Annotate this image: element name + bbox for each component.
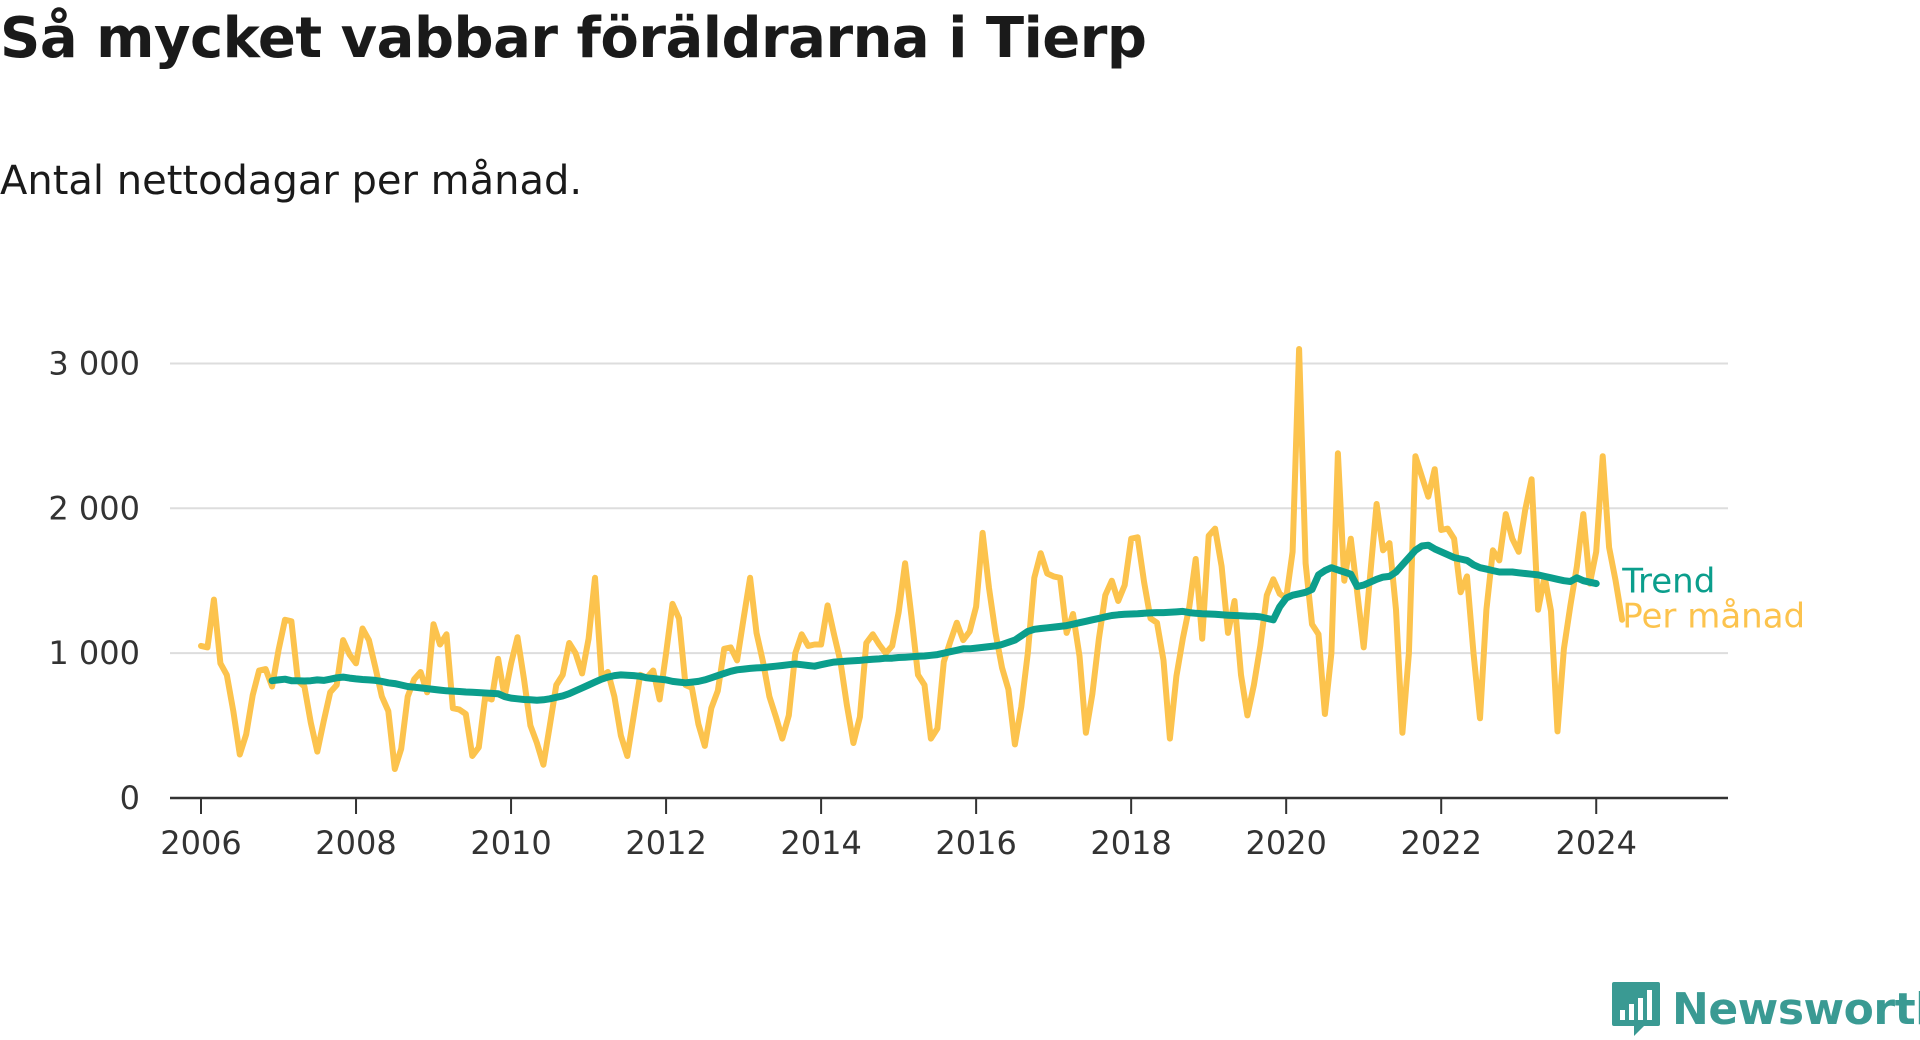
x-tick-label: 2020 (1245, 824, 1326, 862)
y-tick-label: 1 000 (48, 634, 140, 672)
trend-series-line (268, 541, 1600, 704)
x-tick-label: 2012 (625, 824, 706, 862)
x-tick-label: 2008 (315, 824, 396, 862)
x-tick-label: 2010 (470, 824, 551, 862)
x-tick-label: 2016 (935, 824, 1016, 862)
y-tick-label: 0 (120, 779, 140, 817)
newsworthy-brand: Newsworthy (1610, 980, 1920, 1038)
brand-name: Newsworthy (1672, 983, 1920, 1035)
x-tick-label: 2014 (780, 824, 861, 862)
x-tick-label: 2006 (160, 824, 241, 862)
chart-title: Så mycket vabbar föräldrarna i Tierp (0, 6, 1147, 71)
x-tick-label: 2024 (1556, 824, 1637, 862)
legend-label-trend: Trend (1621, 562, 1715, 602)
chart-subtitle: Antal nettodagar per månad. (0, 158, 583, 204)
per-month-series-line (198, 346, 1626, 772)
newsworthy-logo-icon (1612, 982, 1660, 1036)
y-tick-label: 3 000 (48, 344, 140, 382)
x-tick-label: 2018 (1090, 824, 1171, 862)
legend-label-per-month: Per månad (1622, 596, 1805, 636)
x-tick-label: 2022 (1400, 824, 1481, 862)
y-tick-label: 2 000 (48, 489, 140, 527)
